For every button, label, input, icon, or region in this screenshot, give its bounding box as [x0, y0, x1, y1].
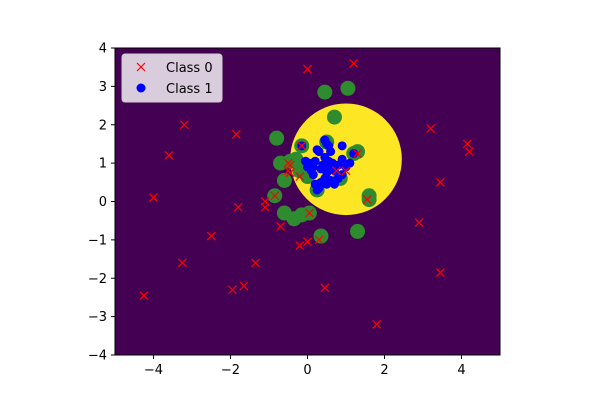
class-0-point [285, 168, 295, 178]
y-tick-label: −2 [88, 272, 107, 287]
x-tick-label: 0 [303, 363, 311, 378]
class-0-point [164, 151, 174, 160]
class-1-point [308, 170, 318, 180]
legend-box [121, 53, 223, 103]
y-tick-label: 0 [99, 195, 107, 210]
class-0-point [305, 208, 314, 218]
class-1-point [324, 162, 334, 172]
class-0-point [233, 202, 243, 212]
x-tick-label: −2 [221, 363, 240, 378]
highlighted-point [350, 223, 366, 239]
class-1-point [314, 183, 324, 193]
class-0-point [464, 147, 474, 157]
highlighted-point [317, 84, 333, 100]
y-axis: −4 −3 −2 −1 0 1 2 3 4 [88, 42, 115, 364]
y-tick-label: 4 [99, 42, 107, 57]
class-1-point [337, 141, 347, 151]
legend-marker-class-1 [136, 83, 146, 93]
class-0-point [462, 139, 472, 149]
class-0-point [341, 166, 351, 176]
class-0-point [331, 166, 341, 176]
class-0-point [260, 202, 270, 212]
class-1-point [316, 164, 326, 174]
highlighted-point [276, 172, 292, 188]
x-axis: −4 −2 0 2 4 [144, 355, 466, 378]
x-tick-label: 2 [380, 363, 388, 378]
y-tick-label: −4 [88, 349, 107, 364]
class-0-point [149, 193, 158, 203]
class-0-point [353, 149, 362, 158]
legend: Class 0 Class 1 [121, 53, 223, 103]
class-0-point [239, 281, 249, 291]
class-0-point [303, 237, 312, 247]
legend-label-class-0: Class 0 [166, 61, 213, 76]
class-0-point [435, 268, 445, 277]
class-0-point [414, 218, 424, 228]
class-0-point [276, 222, 285, 231]
class-0-point [231, 129, 241, 139]
legend-label-class-1: Class 1 [166, 82, 213, 97]
highlighted-point [340, 80, 356, 96]
highlighted-point [269, 130, 285, 146]
class-0-point [349, 58, 359, 68]
class-1-point [337, 154, 347, 164]
plot-area [114, 47, 501, 356]
class-0-point [320, 283, 330, 293]
class-0-point [251, 258, 260, 268]
class-0-point [206, 231, 216, 241]
y-tick-label: 2 [99, 118, 107, 133]
y-tick-label: −3 [88, 310, 107, 325]
class-0-point [295, 172, 305, 181]
y-tick-label: −1 [88, 233, 107, 248]
class-1-points-layer [297, 135, 359, 195]
y-tick-label: 3 [99, 80, 107, 95]
class-0-points-layer [139, 58, 474, 329]
highlighted-point [361, 192, 377, 208]
class-0-point [362, 195, 372, 205]
class-0-point [297, 141, 307, 151]
class-1-point [345, 158, 355, 168]
class-1-point [322, 179, 332, 189]
class-1-point [326, 147, 336, 157]
class-1-point [303, 162, 312, 172]
class-1-point [314, 147, 324, 157]
class-0-point [228, 285, 237, 295]
x-tick-label: 4 [457, 363, 465, 378]
class-0-point [426, 124, 436, 134]
x-tick-label: −4 [144, 363, 163, 378]
class-0-point [139, 291, 149, 300]
highlighted-point [326, 109, 342, 125]
class-0-point [314, 235, 324, 245]
class-0-point [372, 319, 382, 329]
class-0-point [177, 258, 187, 268]
class-0-point [303, 64, 312, 74]
y-tick-label: 1 [99, 157, 107, 172]
class-0-point [435, 177, 445, 187]
class-0-point [179, 120, 189, 130]
class-0-point [295, 241, 305, 251]
legend-marker-class-0 [136, 62, 146, 72]
class-0-point [285, 160, 295, 170]
highlighted-point [294, 207, 310, 223]
highlighted-point [313, 228, 329, 244]
class-0-point [270, 191, 280, 201]
class-1-point [333, 173, 343, 183]
